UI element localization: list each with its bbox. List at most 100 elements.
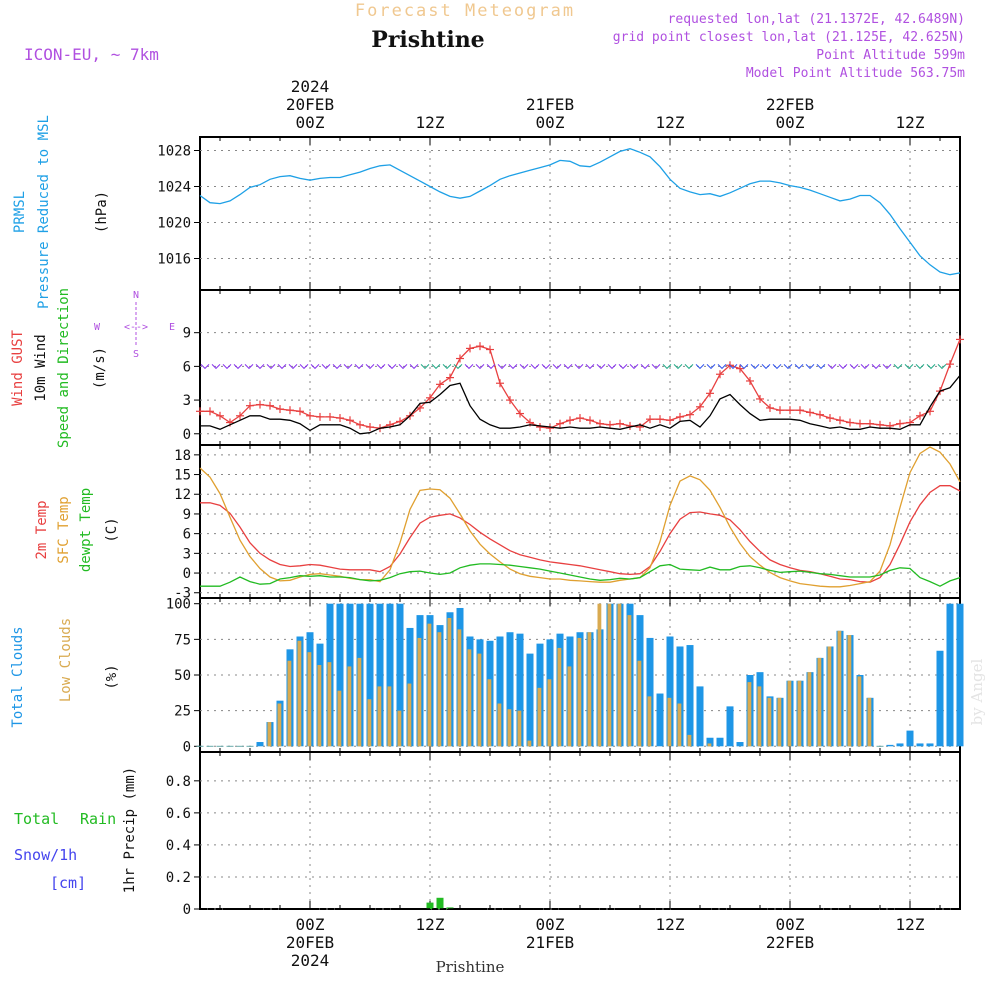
wind-direction-arrow [530,364,540,370]
bottom-date-label: 22FEB [766,933,814,952]
wind-direction-arrow [706,364,716,370]
bar-low-clouds [397,710,402,747]
gust-marker [296,407,304,416]
wind-direction-arrow [827,364,837,370]
wind-direction-arrow [376,364,386,370]
wind-direction-arrow [321,364,331,370]
wind-direction-arrow [783,364,793,370]
gust-marker [646,415,654,424]
wind-direction-arrow [585,364,595,370]
prmsl-full-label: Pressure Reduced to MSL [36,115,52,309]
bottom-time-label: 12Z [656,915,685,934]
bar-low-clouds [297,640,302,747]
wind-direction-arrow [442,364,452,370]
y-tick-label: 0.4 [166,838,191,854]
bar-low-clouds [817,657,822,747]
bar-low-clouds [497,703,502,747]
bar-precip [436,897,444,909]
gust-marker [916,411,924,420]
y-tick-label: -3 [174,586,191,602]
bar-low-clouds [537,687,542,747]
wind-direction-arrow [299,364,309,370]
bar-total-clouds [946,603,954,747]
bar-low-clouds [407,683,412,747]
y-tick-label: 0.6 [166,806,191,822]
precip-unit: 1hr Precip (mm) [122,767,138,893]
bar-low-clouds [287,660,292,747]
t2m-label: 2m Temp [34,500,50,559]
wind-direction-arrow [882,364,892,370]
bar-low-clouds [637,660,642,747]
gust-marker [236,411,244,420]
wind-direction-arrow [200,364,210,370]
dewpt-label: dewpt Temp [78,488,94,572]
bar-total-clouds [506,632,514,747]
bar-low-clouds [467,649,472,747]
legend-total: Total [14,810,59,828]
bar-low-clouds [347,666,352,747]
wind-direction-arrow [838,364,848,370]
wind-direction-arrow [519,364,529,370]
bar-low-clouds [507,709,512,747]
y-tick-label: 1020 [157,216,191,232]
gust-label: Wind GUST [10,330,26,406]
gust-marker [516,409,524,418]
bar-low-clouds [567,666,572,747]
gust-marker [736,364,744,373]
wind-direction-arrow [651,364,661,370]
wind-direction-arrow [233,364,243,370]
gust-marker [566,416,574,425]
bar-total-clouds [376,603,384,747]
gust-marker [446,373,454,382]
wind-direction-arrow [365,364,375,370]
bottom-time-label: 00Z [296,915,325,934]
bar-low-clouds [267,722,272,747]
bar-total-clouds [646,637,654,747]
gust-marker [896,419,904,428]
gust-marker [816,410,824,419]
y-tick-label: 25 [174,704,191,720]
bar-low-clouds [667,697,672,747]
gust-marker [366,423,374,432]
panel-2: -3 0 3 6 9 12 15 18 [174,444,961,602]
bar-low-clouds [757,686,762,747]
wind-direction-arrow [860,364,870,370]
temp-unit: (C) [104,517,120,542]
y-tick-label: 0 [183,566,191,582]
wind-direction-arrow [596,364,606,370]
bar-low-clouds [687,734,692,747]
top-date-label: 20FEB [286,95,334,114]
precip-labels: 1hr Precip (mm) Total Rain Snow/1h [cm] [14,767,138,893]
bar-total-clouds [686,645,694,747]
wind-direction-arrow [310,364,320,370]
pressure-unit: (hPa) [94,191,110,233]
wind-direction-arrow [453,364,463,370]
bottom-date-label: 20FEB [286,933,334,952]
point-altitude: Point Altitude 599m [816,48,965,63]
gust-marker [796,406,804,415]
wind-direction-arrow [684,364,694,370]
bar-low-clouds [457,629,462,747]
wind-direction-arrow [805,364,815,370]
gust-marker [336,414,344,423]
compass-rose: N S W E <--> [94,290,175,360]
bar-total-clouds [496,636,504,747]
wind-direction-arrow [607,364,617,370]
bar-low-clouds [847,635,852,747]
product-title: Forecast Meteogram [355,1,575,21]
y-tick-label: 0.8 [166,774,191,790]
bar-low-clouds [857,676,862,747]
cloud-labels: Total Clouds Low Clouds (%) [10,618,120,728]
bar-total-clouds [736,742,744,747]
bar-low-clouds [377,686,382,747]
top-year-label: 2024 [291,77,330,96]
bar-low-clouds [597,603,602,747]
top-date-label: 21FEB [526,95,574,114]
gust-marker [606,420,614,429]
bar-total-clouds [676,646,684,747]
gust-marker [956,335,964,344]
bar-total-clouds [716,737,724,747]
wind-direction-arrow [475,364,485,370]
model-label: ICON-EU, ~ 7km [24,45,159,64]
gust-marker [246,401,254,410]
